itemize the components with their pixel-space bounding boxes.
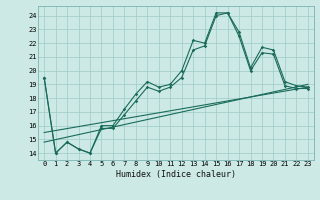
X-axis label: Humidex (Indice chaleur): Humidex (Indice chaleur) [116,170,236,179]
